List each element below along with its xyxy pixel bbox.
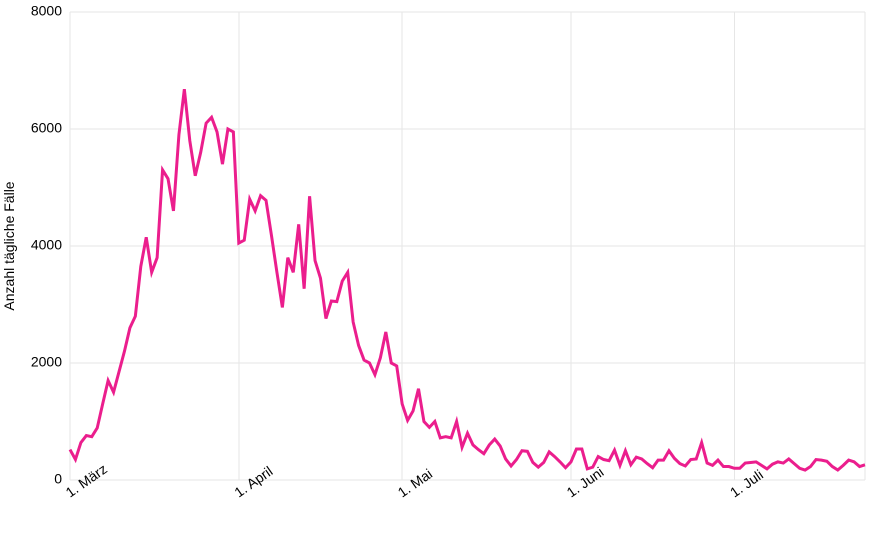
y-tick-label: 0 bbox=[54, 471, 62, 487]
y-tick-label: 8000 bbox=[31, 3, 62, 19]
y-tick-label: 2000 bbox=[31, 354, 62, 370]
y-tick-label: 4000 bbox=[31, 237, 62, 253]
y-axis-label: Anzahl tägliche Fälle bbox=[1, 181, 17, 310]
y-tick-label: 6000 bbox=[31, 120, 62, 136]
chart-svg: 020004000600080001. März1. April1. Mai1.… bbox=[0, 0, 873, 540]
line-chart: 020004000600080001. März1. April1. Mai1.… bbox=[0, 0, 873, 540]
